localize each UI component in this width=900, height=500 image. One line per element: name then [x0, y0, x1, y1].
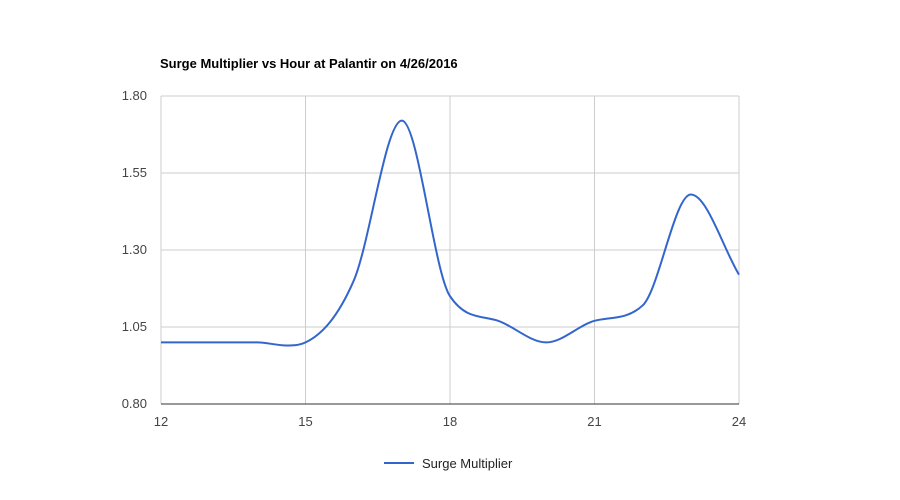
x-tick-label: 18	[443, 414, 457, 429]
y-tick-label: 1.30	[122, 242, 147, 257]
chart-title: Surge Multiplier vs Hour at Palantir on …	[160, 56, 458, 71]
legend-label: Surge Multiplier	[422, 456, 513, 471]
y-tick-label: 1.55	[122, 165, 147, 180]
x-tick-label: 24	[732, 414, 746, 429]
series-line-surge-multiplier[interactable]	[161, 119, 740, 347]
y-tick-label: 0.80	[122, 396, 147, 411]
x-tick-label: 12	[154, 414, 168, 429]
tick-labels: 0.80 1.05 1.30 1.55 1.80 12 15 18 21 24	[122, 88, 747, 429]
x-tick-label: 15	[298, 414, 312, 429]
y-tick-label: 1.80	[122, 88, 147, 103]
y-tick-label: 1.05	[122, 319, 147, 334]
legend[interactable]: Surge Multiplier	[384, 456, 513, 471]
grid-lines	[160, 95, 740, 404]
series-layer	[161, 119, 740, 347]
x-tick-label: 21	[587, 414, 601, 429]
